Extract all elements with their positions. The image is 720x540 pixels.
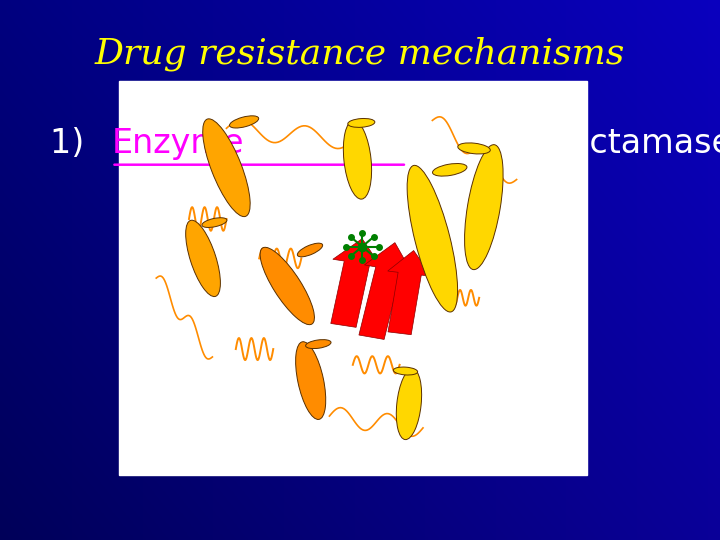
Ellipse shape [186, 220, 220, 296]
Ellipse shape [393, 367, 418, 375]
Ellipse shape [260, 247, 315, 325]
Ellipse shape [343, 120, 372, 199]
FancyArrow shape [359, 242, 413, 340]
Ellipse shape [202, 218, 227, 227]
Ellipse shape [407, 165, 458, 312]
FancyArrow shape [387, 251, 432, 335]
Ellipse shape [433, 164, 467, 176]
Ellipse shape [305, 340, 331, 349]
Ellipse shape [230, 116, 258, 128]
Ellipse shape [396, 369, 422, 440]
Text: 1): 1) [50, 126, 95, 160]
Text: -- e.g. ß-lactamases: -- e.g. ß-lactamases [407, 126, 720, 160]
Ellipse shape [296, 342, 325, 420]
Bar [119, 81, 587, 475]
FancyArrow shape [330, 239, 381, 327]
Ellipse shape [348, 118, 375, 127]
Text: Enzyme: Enzyme [112, 126, 244, 160]
Ellipse shape [203, 119, 250, 217]
Text: Drug resistance mechanisms: Drug resistance mechanisms [95, 37, 625, 71]
Ellipse shape [458, 143, 490, 154]
Ellipse shape [297, 243, 323, 257]
Ellipse shape [464, 145, 503, 269]
